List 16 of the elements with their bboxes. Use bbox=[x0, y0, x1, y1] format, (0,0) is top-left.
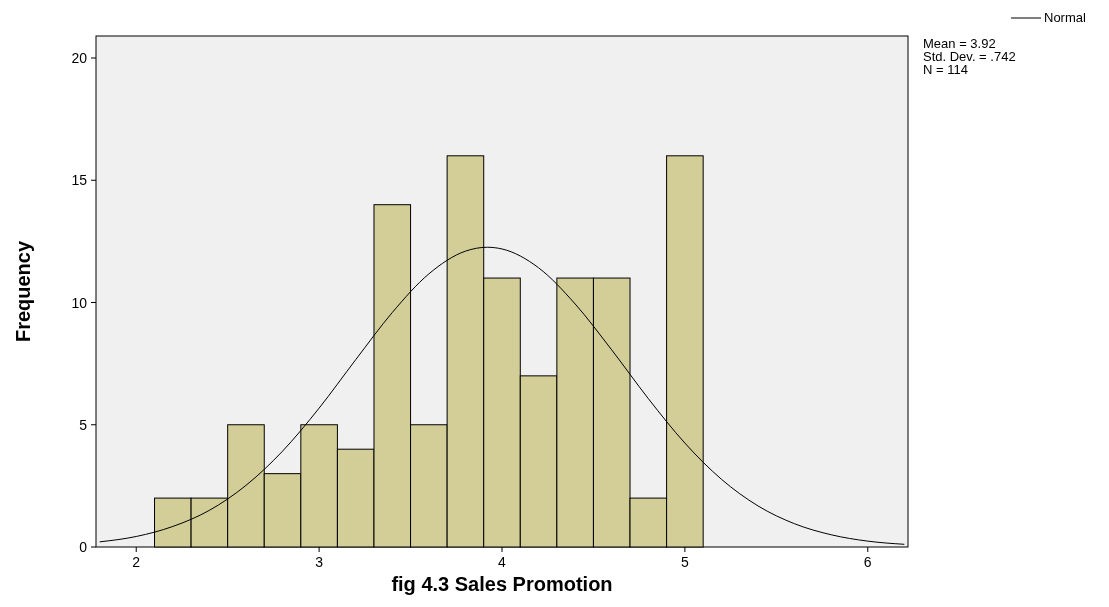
text: Std. Dev. = .742 bbox=[923, 49, 1016, 64]
x-tick-label: 3 bbox=[315, 554, 324, 570]
text: Mean = 3.92 bbox=[923, 36, 996, 51]
y-axis-title: Frequency bbox=[12, 240, 34, 343]
y-tick-label: 20 bbox=[71, 50, 88, 66]
y-tick-label: 5 bbox=[79, 416, 88, 433]
x-axis-title: fig 4.3 Sales Promotion bbox=[391, 573, 613, 595]
x-tick-label: 6 bbox=[863, 554, 872, 570]
y-tick-label: 15 bbox=[71, 172, 88, 189]
y-tick-label: 10 bbox=[71, 294, 88, 311]
text: N = 114 bbox=[923, 62, 968, 77]
legend-label: Normal bbox=[1044, 10, 1087, 25]
x-tick-label: 4 bbox=[498, 554, 507, 570]
x-tick-label: 2 bbox=[132, 554, 141, 570]
x-tick-label: 5 bbox=[680, 554, 689, 570]
y-tick-label: 0 bbox=[79, 539, 88, 555]
